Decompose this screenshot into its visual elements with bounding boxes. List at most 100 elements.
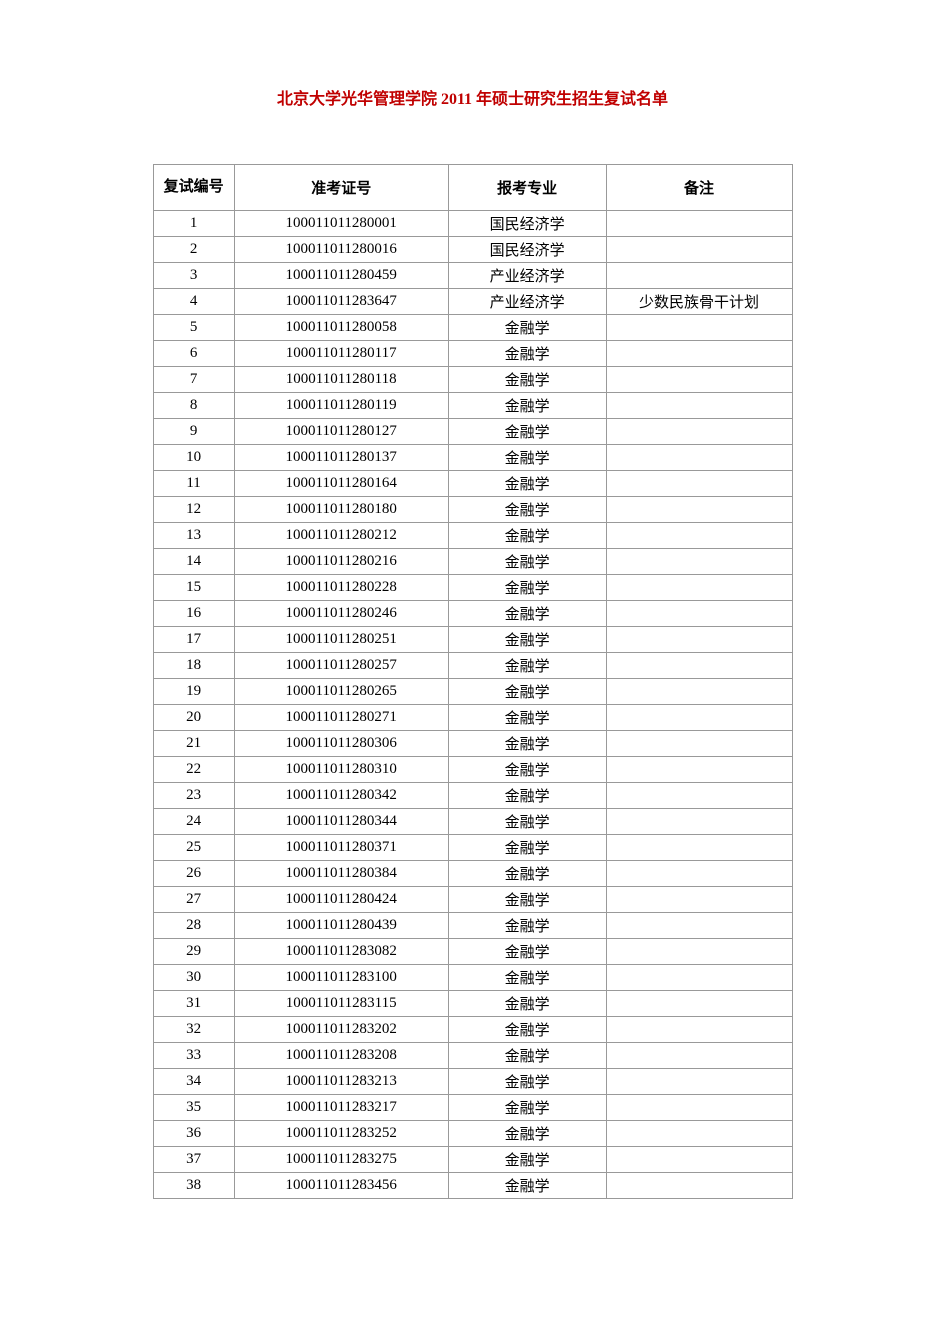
cell-remark — [606, 1017, 792, 1043]
table-body: 1100011011280001国民经济学2100011011280016国民经… — [153, 211, 792, 1199]
table-row: 13100011011280212金融学 — [153, 523, 792, 549]
cell-major: 金融学 — [448, 809, 606, 835]
col-header-remark: 备注 — [606, 165, 792, 211]
cell-remark — [606, 809, 792, 835]
cell-exam-id: 100011011280371 — [234, 835, 448, 861]
cell-major: 金融学 — [448, 601, 606, 627]
table-row: 16100011011280246金融学 — [153, 601, 792, 627]
table-row: 6100011011280117金融学 — [153, 341, 792, 367]
table-row: 18100011011280257金融学 — [153, 653, 792, 679]
cell-index: 9 — [153, 419, 234, 445]
cell-exam-id: 100011011283202 — [234, 1017, 448, 1043]
cell-major: 金融学 — [448, 757, 606, 783]
cell-index: 32 — [153, 1017, 234, 1043]
cell-index: 35 — [153, 1095, 234, 1121]
table-row: 35100011011283217金融学 — [153, 1095, 792, 1121]
table-row: 36100011011283252金融学 — [153, 1121, 792, 1147]
cell-exam-id: 100011011280342 — [234, 783, 448, 809]
cell-remark — [606, 1121, 792, 1147]
cell-exam-id: 100011011280212 — [234, 523, 448, 549]
cell-major: 金融学 — [448, 627, 606, 653]
table-row: 26100011011280384金融学 — [153, 861, 792, 887]
table-row: 5100011011280058金融学 — [153, 315, 792, 341]
cell-index: 4 — [153, 289, 234, 315]
cell-remark — [606, 341, 792, 367]
cell-index: 34 — [153, 1069, 234, 1095]
table-row: 23100011011280342金融学 — [153, 783, 792, 809]
cell-remark — [606, 237, 792, 263]
table-row: 2100011011280016国民经济学 — [153, 237, 792, 263]
cell-major: 金融学 — [448, 991, 606, 1017]
cell-remark — [606, 1173, 792, 1199]
cell-exam-id: 100011011283456 — [234, 1173, 448, 1199]
cell-major: 金融学 — [448, 575, 606, 601]
cell-exam-id: 100011011280216 — [234, 549, 448, 575]
cell-exam-id: 100011011280310 — [234, 757, 448, 783]
cell-exam-id: 100011011280251 — [234, 627, 448, 653]
cell-remark — [606, 705, 792, 731]
cell-remark — [606, 731, 792, 757]
cell-major: 金融学 — [448, 419, 606, 445]
cell-major: 国民经济学 — [448, 237, 606, 263]
cell-remark — [606, 263, 792, 289]
table-row: 31100011011283115金融学 — [153, 991, 792, 1017]
table-row: 25100011011280371金融学 — [153, 835, 792, 861]
cell-index: 18 — [153, 653, 234, 679]
cell-index: 27 — [153, 887, 234, 913]
table-row: 10100011011280137金融学 — [153, 445, 792, 471]
table-row: 37100011011283275金融学 — [153, 1147, 792, 1173]
cell-remark — [606, 419, 792, 445]
cell-index: 5 — [153, 315, 234, 341]
cell-major: 金融学 — [448, 939, 606, 965]
cell-remark — [606, 211, 792, 237]
cell-remark — [606, 835, 792, 861]
cell-index: 10 — [153, 445, 234, 471]
cell-exam-id: 100011011280001 — [234, 211, 448, 237]
cell-exam-id: 100011011280117 — [234, 341, 448, 367]
cell-remark: 少数民族骨干计划 — [606, 289, 792, 315]
cell-index: 6 — [153, 341, 234, 367]
cell-exam-id: 100011011280137 — [234, 445, 448, 471]
cell-index: 37 — [153, 1147, 234, 1173]
cell-exam-id: 100011011280164 — [234, 471, 448, 497]
cell-remark — [606, 939, 792, 965]
cell-major: 金融学 — [448, 1095, 606, 1121]
cell-index: 25 — [153, 835, 234, 861]
cell-remark — [606, 991, 792, 1017]
cell-remark — [606, 367, 792, 393]
cell-exam-id: 100011011283647 — [234, 289, 448, 315]
table-row: 12100011011280180金融学 — [153, 497, 792, 523]
cell-remark — [606, 1069, 792, 1095]
cell-remark — [606, 1147, 792, 1173]
cell-major: 金融学 — [448, 523, 606, 549]
cell-major: 产业经济学 — [448, 289, 606, 315]
cell-major: 金融学 — [448, 1069, 606, 1095]
cell-index: 17 — [153, 627, 234, 653]
cell-index: 8 — [153, 393, 234, 419]
cell-exam-id: 100011011280439 — [234, 913, 448, 939]
cell-exam-id: 100011011280384 — [234, 861, 448, 887]
cell-major: 金融学 — [448, 913, 606, 939]
cell-index: 24 — [153, 809, 234, 835]
table-row: 17100011011280251金融学 — [153, 627, 792, 653]
cell-remark — [606, 601, 792, 627]
cell-remark — [606, 445, 792, 471]
cell-major: 金融学 — [448, 887, 606, 913]
cell-major: 金融学 — [448, 1043, 606, 1069]
table-row: 38100011011283456金融学 — [153, 1173, 792, 1199]
cell-index: 14 — [153, 549, 234, 575]
cell-major: 金融学 — [448, 705, 606, 731]
cell-exam-id: 100011011283252 — [234, 1121, 448, 1147]
table-row: 3100011011280459产业经济学 — [153, 263, 792, 289]
cell-index: 22 — [153, 757, 234, 783]
cell-major: 金融学 — [448, 393, 606, 419]
cell-remark — [606, 861, 792, 887]
cell-exam-id: 100011011283100 — [234, 965, 448, 991]
table-row: 27100011011280424金融学 — [153, 887, 792, 913]
table-row: 8100011011280119金融学 — [153, 393, 792, 419]
cell-major: 金融学 — [448, 315, 606, 341]
cell-exam-id: 100011011280058 — [234, 315, 448, 341]
admission-table: 复试编号 准考证号 报考专业 备注 1100011011280001国民经济学2… — [153, 164, 793, 1199]
cell-major: 金融学 — [448, 1147, 606, 1173]
cell-major: 产业经济学 — [448, 263, 606, 289]
